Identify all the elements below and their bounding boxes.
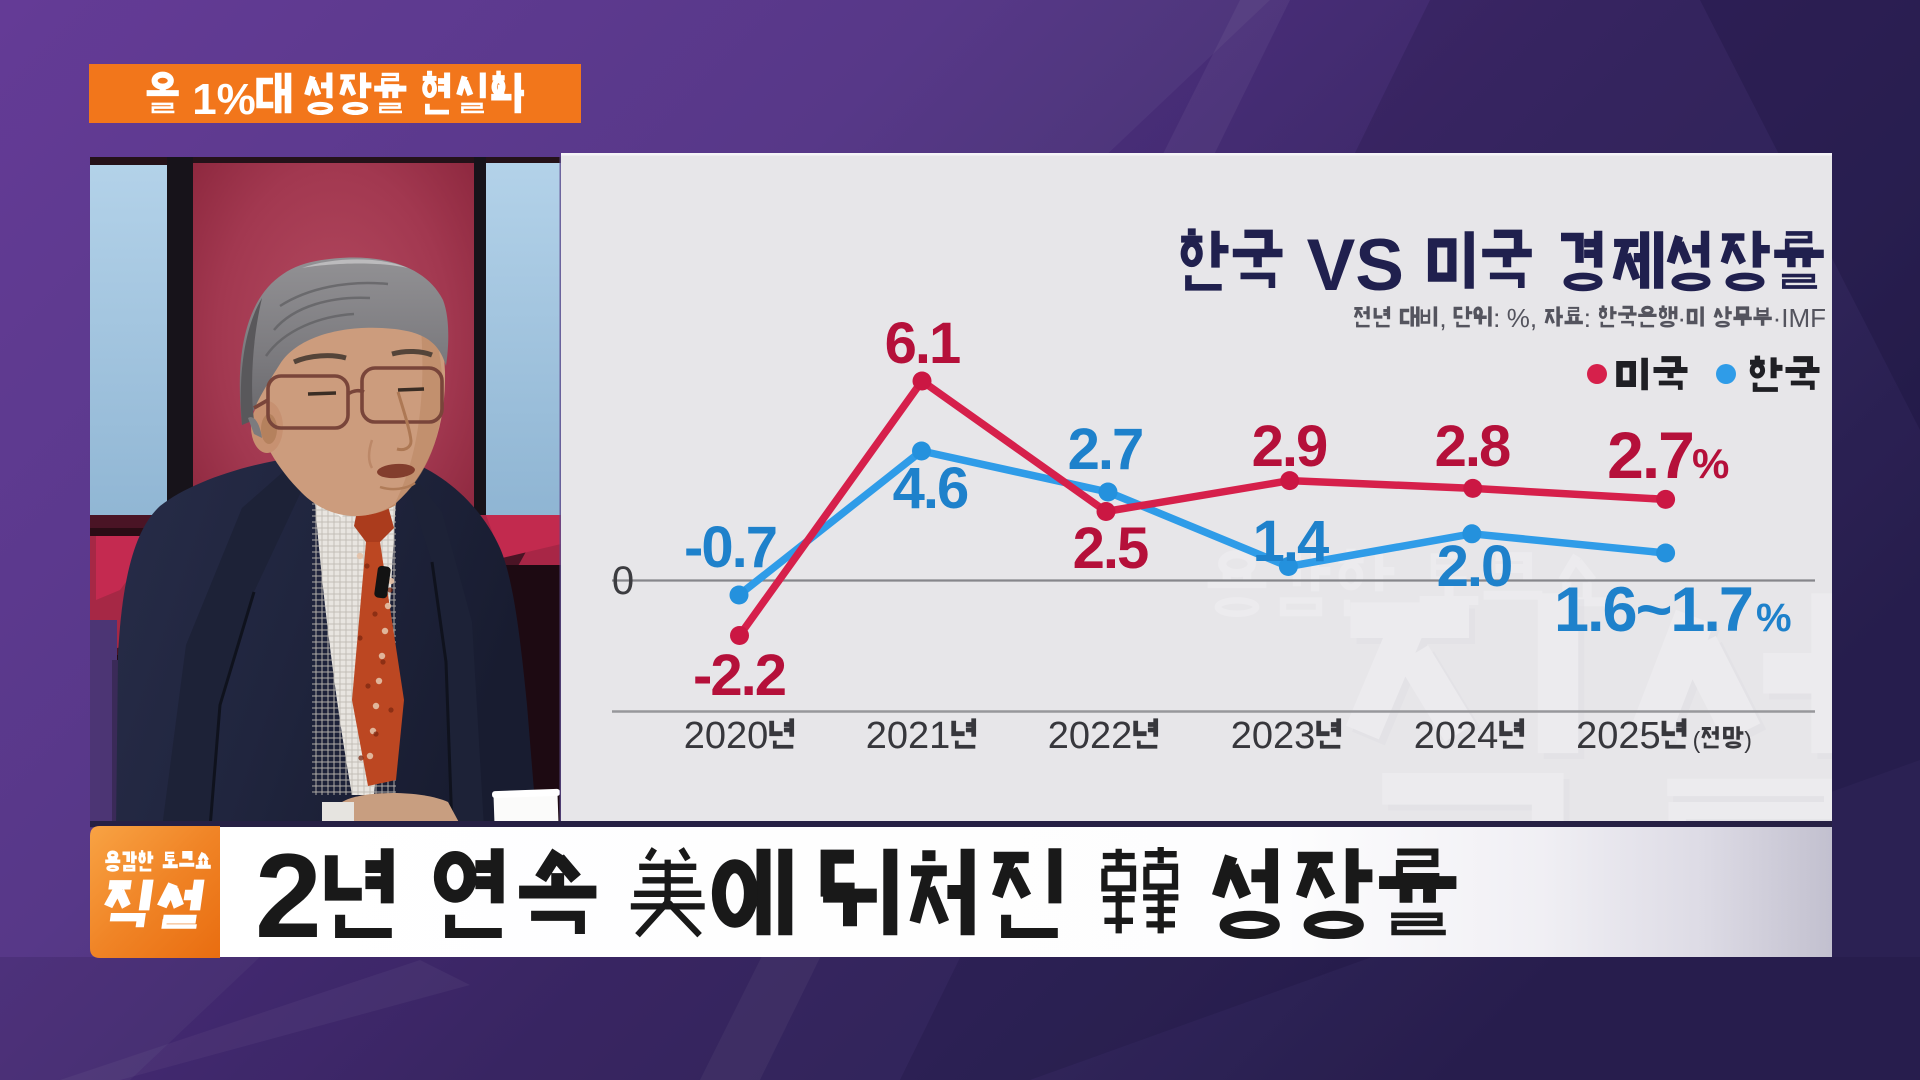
svg-text:2025: 2025 <box>1576 715 1661 757</box>
svg-text:1.4: 1.4 <box>1253 509 1329 574</box>
svg-text:%,: %, <box>1507 303 1537 333</box>
svg-text:1.6~1.7: 1.6~1.7 <box>1554 575 1752 645</box>
svg-text:0: 0 <box>612 559 634 603</box>
svg-text:·IMF: ·IMF <box>1773 303 1826 333</box>
svg-text:2020: 2020 <box>684 715 769 757</box>
svg-text:2.7: 2.7 <box>1068 417 1143 482</box>
svg-text:%: % <box>1692 440 1729 487</box>
svg-text:-0.7: -0.7 <box>684 515 776 580</box>
svg-text:2.9: 2.9 <box>1252 414 1327 479</box>
svg-text::: : <box>1493 303 1500 333</box>
svg-text:(: ( <box>1693 727 1701 753</box>
svg-text:2.0: 2.0 <box>1437 534 1512 599</box>
svg-text:2021: 2021 <box>866 715 951 757</box>
svg-text:-2.2: -2.2 <box>693 643 785 708</box>
svg-text:VS: VS <box>1307 225 1404 306</box>
svg-text:4.6: 4.6 <box>893 456 968 521</box>
svg-text:2.7: 2.7 <box>1607 418 1693 492</box>
svg-text:6.1: 6.1 <box>885 311 960 376</box>
svg-text:2022: 2022 <box>1048 715 1133 757</box>
svg-text:%: % <box>1756 596 1792 640</box>
svg-text:2023: 2023 <box>1231 715 1316 757</box>
svg-text:2: 2 <box>255 829 322 963</box>
svg-text:2.5: 2.5 <box>1073 516 1148 581</box>
svg-text:): ) <box>1744 727 1752 753</box>
svg-text:,: , <box>1439 303 1446 333</box>
svg-text:·: · <box>1677 303 1686 333</box>
svg-text::: : <box>1584 303 1591 333</box>
svg-text:2.8: 2.8 <box>1435 414 1510 479</box>
svg-text:1%: 1% <box>192 75 256 124</box>
svg-text:2024: 2024 <box>1414 715 1499 757</box>
